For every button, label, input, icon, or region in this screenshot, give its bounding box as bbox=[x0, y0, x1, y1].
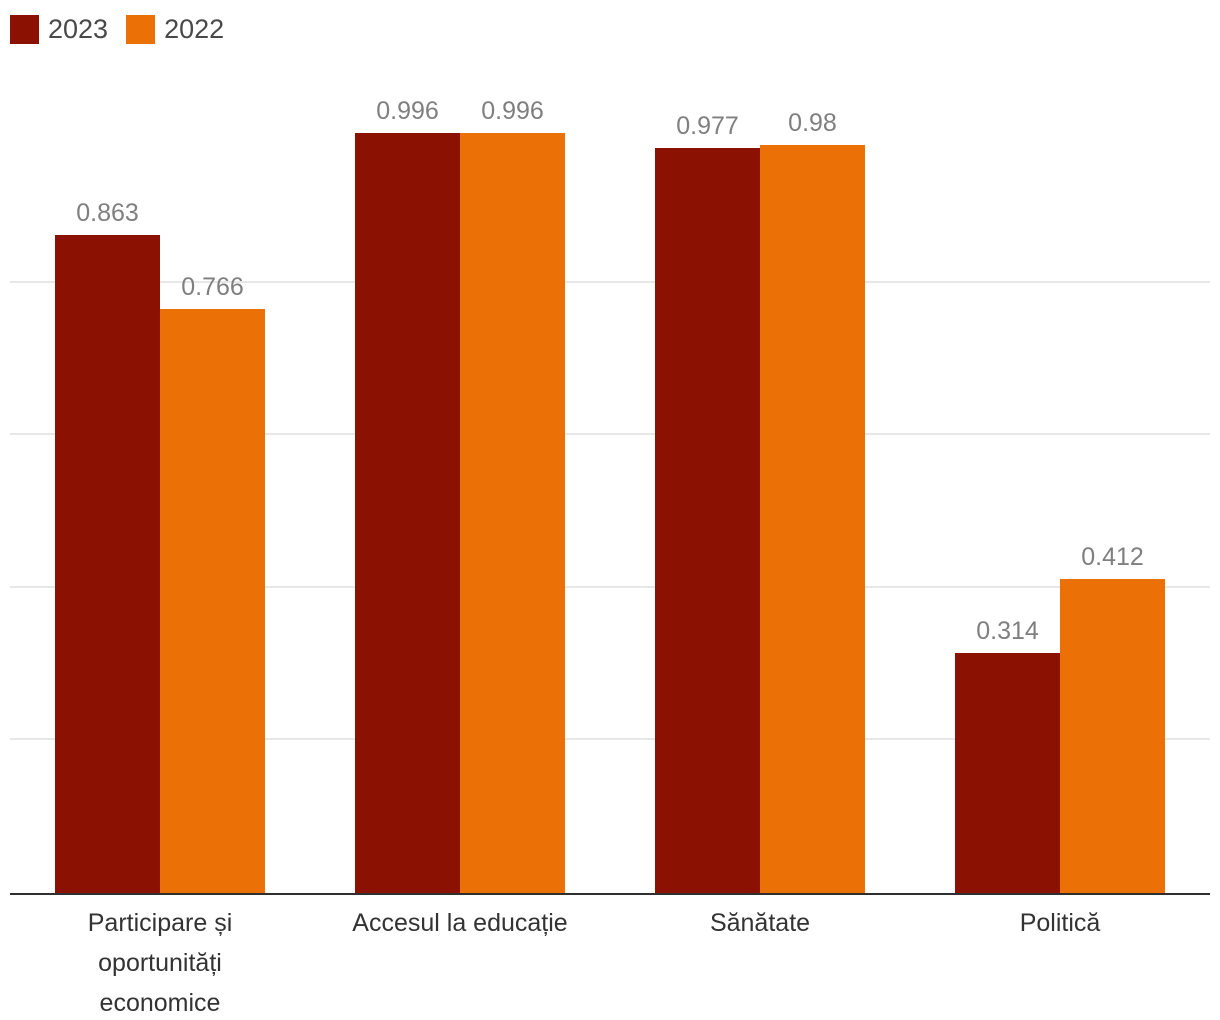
bar-2022 bbox=[1060, 579, 1165, 893]
value-label: 0.412 bbox=[1081, 543, 1144, 571]
value-label: 0.766 bbox=[181, 273, 244, 301]
value-label: 0.996 bbox=[376, 97, 439, 125]
plot-area: 0.863 0.766 0.996 0.996 0.977 0.98 0.314 0.412 bbox=[10, 0, 1210, 895]
bar-wrap: 0.996 bbox=[460, 97, 565, 893]
bar-group: 0.314 0.412 bbox=[910, 0, 1210, 893]
gridline-0.8 bbox=[10, 281, 1210, 283]
category-label: Participare și oportunități economice bbox=[10, 903, 310, 1020]
legend-swatch-2022 bbox=[126, 15, 156, 44]
bar-wrap: 0.314 bbox=[955, 617, 1060, 893]
bar-group: 0.977 0.98 bbox=[610, 0, 910, 893]
value-label: 0.863 bbox=[76, 199, 139, 227]
category-label-text: Sănătate bbox=[709, 909, 811, 937]
bar-wrap: 0.977 bbox=[655, 112, 760, 893]
bar-2023 bbox=[655, 148, 760, 893]
value-label: 0.977 bbox=[676, 112, 739, 140]
x-axis-labels: Participare și oportunități economice Acc… bbox=[10, 903, 1210, 1020]
bar-2022 bbox=[160, 309, 265, 893]
category-label: Politică bbox=[910, 903, 1210, 1020]
bar-2023 bbox=[355, 133, 460, 893]
legend-swatch-2023 bbox=[10, 15, 39, 44]
legend: 2023 2022 bbox=[10, 14, 224, 45]
legend-item-2023: 2023 bbox=[10, 14, 108, 45]
bar-groups: 0.863 0.766 0.996 0.996 0.977 0.98 0.314 0.412 bbox=[10, 0, 1210, 893]
bar-2022 bbox=[460, 133, 565, 893]
legend-label-2022: 2022 bbox=[164, 14, 225, 44]
gridline-0.6 bbox=[10, 433, 1210, 435]
category-label-text: Participare și oportunități economice bbox=[87, 909, 233, 1017]
bar-wrap: 0.863 bbox=[55, 199, 160, 893]
bar-wrap: 0.412 bbox=[1060, 543, 1165, 893]
bar-group: 0.863 0.766 bbox=[10, 0, 310, 893]
bar-2022 bbox=[760, 145, 865, 893]
legend-label-2023: 2023 bbox=[48, 14, 109, 44]
bar-wrap: 0.996 bbox=[355, 97, 460, 893]
category-label-text: Politică bbox=[1019, 909, 1101, 937]
bar-group: 0.996 0.996 bbox=[310, 0, 610, 893]
legend-item-2022: 2022 bbox=[126, 14, 224, 45]
gridline-0.4 bbox=[10, 586, 1210, 588]
bar-wrap: 0.766 bbox=[160, 273, 265, 893]
bar-2023 bbox=[955, 653, 1060, 893]
category-label: Sănătate bbox=[610, 903, 910, 1020]
category-label-text: Accesul la educație bbox=[352, 909, 568, 937]
category-label: Accesul la educație bbox=[310, 903, 610, 1020]
gridline-0.2 bbox=[10, 738, 1210, 740]
bar-wrap: 0.98 bbox=[760, 109, 865, 893]
value-label: 0.98 bbox=[788, 109, 837, 137]
value-label: 0.996 bbox=[481, 97, 544, 125]
value-label: 0.314 bbox=[976, 617, 1039, 645]
bar-2023 bbox=[55, 235, 160, 893]
